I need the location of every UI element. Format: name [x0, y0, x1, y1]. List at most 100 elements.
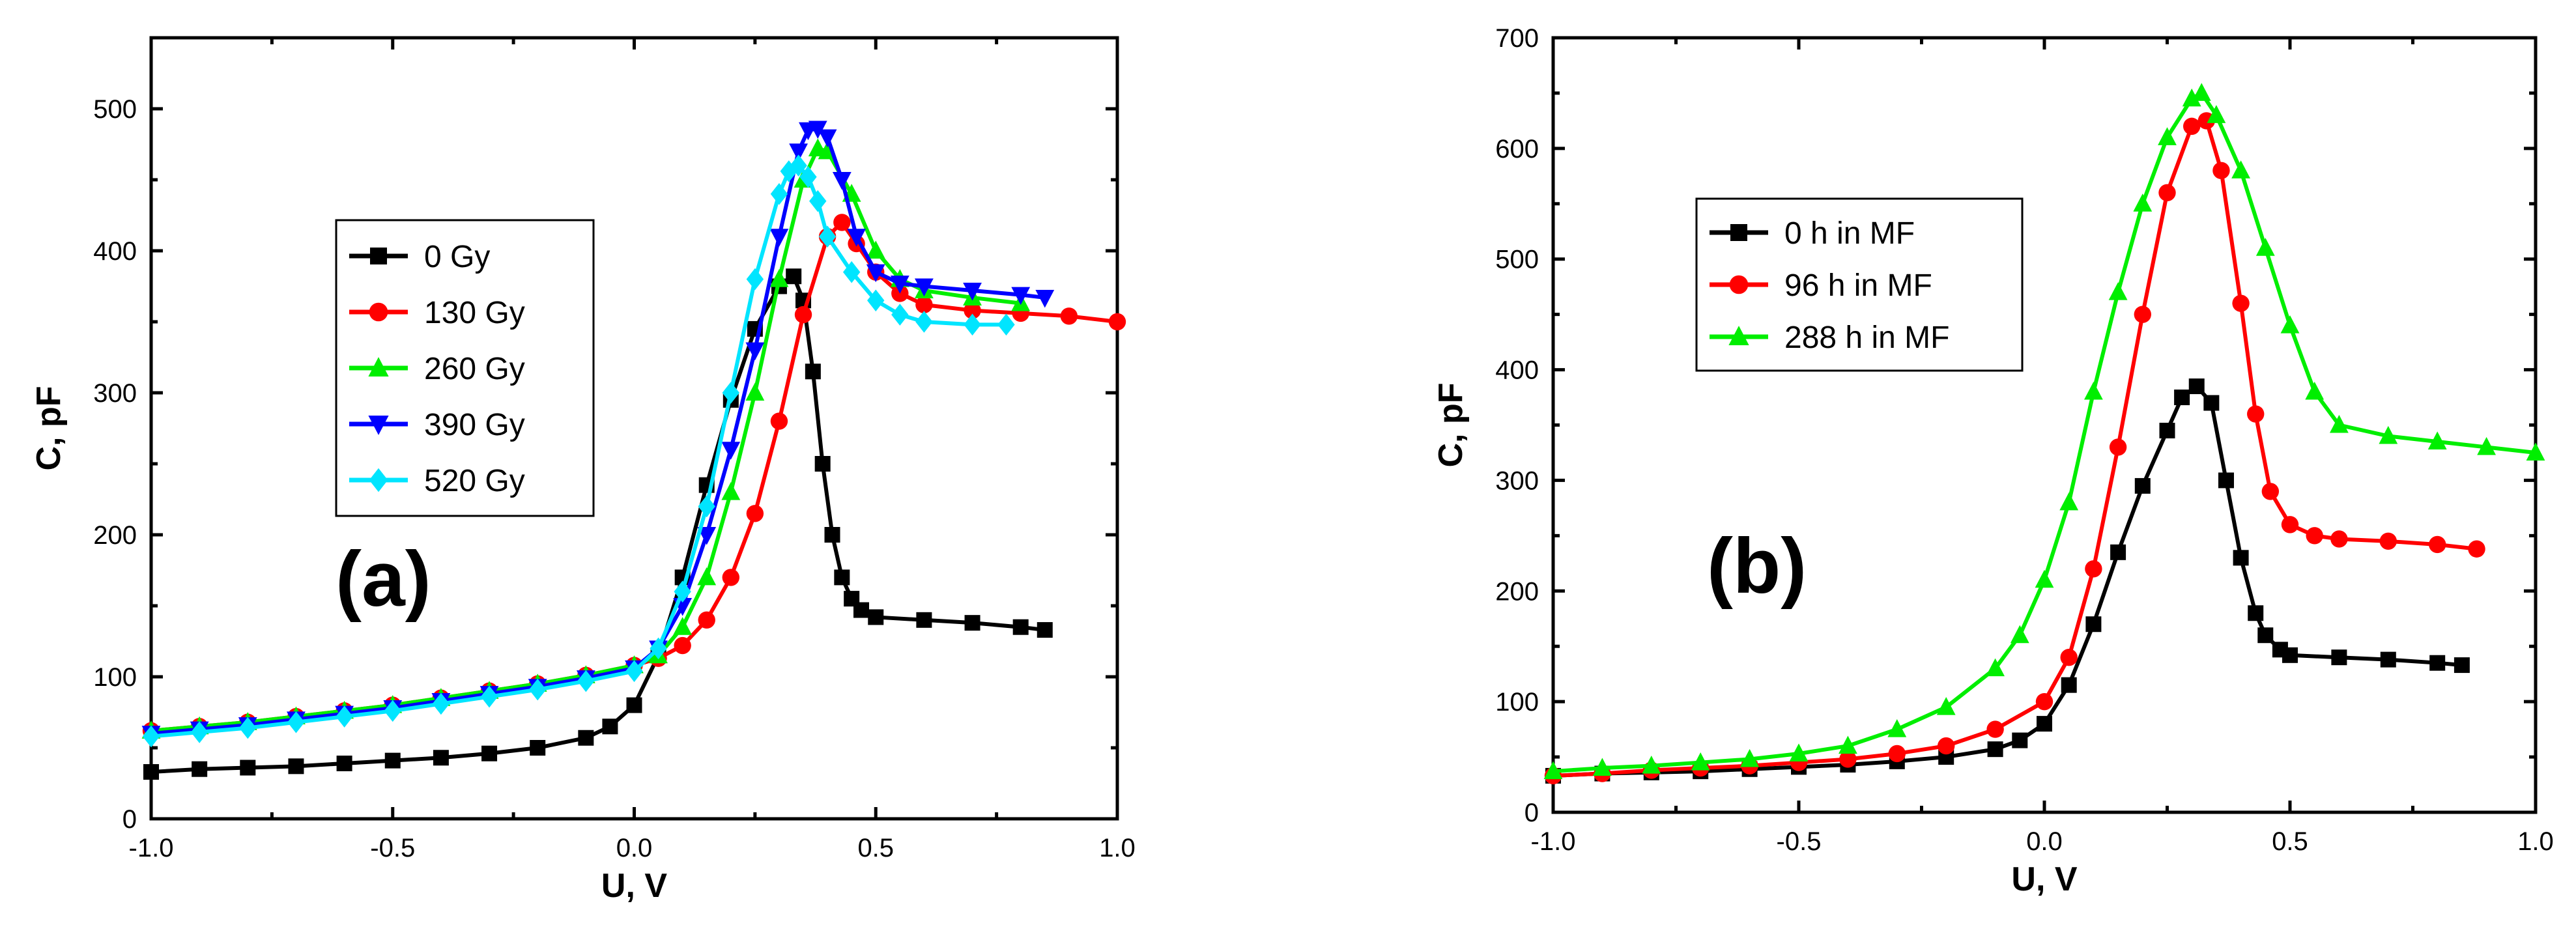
data-point — [577, 670, 595, 692]
y-axis-title: C, pF — [30, 386, 68, 471]
data-point — [2207, 105, 2226, 123]
data-point — [789, 143, 809, 162]
data-point — [2218, 472, 2234, 489]
x-tick-label: 0.5 — [2272, 827, 2308, 856]
data-point — [1012, 619, 1029, 635]
data-point — [529, 678, 547, 701]
y-tick-label: 400 — [93, 237, 137, 266]
y-tick-label: 300 — [93, 379, 137, 408]
y-tick-label: 100 — [1495, 688, 1539, 717]
data-point — [818, 129, 837, 148]
y-tick-label: 0 — [122, 805, 137, 834]
data-point — [2261, 483, 2280, 500]
y-tick-label: 0 — [1524, 799, 1539, 827]
legend-label: 130 Gy — [424, 296, 525, 330]
data-point — [2247, 405, 2265, 423]
data-point — [2380, 651, 2396, 668]
data-point — [814, 456, 831, 472]
data-point — [288, 758, 304, 775]
data-point — [824, 527, 840, 543]
series-0-gy — [143, 268, 1053, 780]
data-point — [2159, 422, 2175, 438]
data-point — [2454, 657, 2470, 674]
data-point — [769, 269, 789, 287]
data-point — [2084, 381, 2103, 400]
y-tick-label: 200 — [1495, 577, 1539, 606]
data-point — [745, 342, 765, 361]
y-tick-label: 500 — [1495, 246, 1539, 274]
data-point — [833, 214, 851, 231]
data-point — [799, 165, 817, 188]
data-point — [142, 725, 160, 748]
chart-panel-a: -1.0 -0.5 0.0 0.5 1.0 0 100 200 300 400 500 U, V C, … — [30, 36, 1136, 905]
data-point — [2248, 605, 2264, 621]
data-point — [866, 240, 885, 259]
legend-marker — [1729, 275, 1749, 294]
data-point — [2203, 395, 2220, 411]
data-point — [1035, 289, 1055, 308]
data-point — [794, 306, 812, 324]
data-point — [780, 160, 797, 182]
data-point — [1691, 752, 1710, 771]
data-point — [2109, 438, 2127, 456]
data-point — [2429, 535, 2446, 554]
data-point — [1740, 748, 1759, 767]
y-axis-title: C, pF — [1432, 383, 1470, 468]
data-point — [2158, 127, 2177, 145]
data-point — [890, 276, 909, 294]
data-point — [2477, 436, 2496, 455]
data-point — [2255, 238, 2275, 256]
data-point — [2182, 88, 2201, 107]
data-point — [2174, 390, 2190, 406]
data-point — [2306, 527, 2323, 545]
data-point — [2282, 647, 2298, 663]
data-point — [433, 750, 449, 766]
legend-label: 0 h in MF — [1784, 216, 1915, 251]
data-point — [602, 718, 618, 735]
legend: 0 Gy 130 Gy 260 Gy 390 Gy 520 Gy — [335, 219, 595, 517]
data-point — [868, 609, 884, 625]
x-tick-label: 0.0 — [616, 834, 653, 862]
data-point — [384, 700, 401, 722]
data-point — [697, 567, 717, 586]
data-point — [832, 172, 852, 190]
data-point — [997, 313, 1015, 336]
x-tick-label: 0.0 — [2026, 827, 2063, 856]
series-390-gy — [141, 121, 1055, 744]
data-point — [239, 717, 257, 739]
data-point — [915, 311, 933, 333]
data-point — [786, 268, 802, 285]
y-tick-label: 400 — [1495, 356, 1539, 385]
legend-label: 390 Gy — [424, 408, 525, 442]
data-point — [2059, 492, 2079, 511]
data-point — [2231, 160, 2250, 178]
data-point — [721, 442, 741, 460]
data-point — [578, 730, 594, 746]
data-point — [964, 302, 981, 319]
data-point — [770, 183, 788, 205]
series-line — [1553, 384, 2463, 778]
data-point — [2158, 184, 2176, 201]
y-tick-label: 500 — [93, 95, 137, 124]
data-point — [2330, 530, 2348, 548]
x-tick-label: -1.0 — [129, 834, 174, 862]
data-point — [963, 283, 982, 301]
data-point — [745, 382, 765, 401]
data-point — [2379, 425, 2398, 444]
series-line — [1553, 119, 2477, 778]
data-point — [673, 617, 693, 635]
y-tick-label: 600 — [1495, 135, 1539, 163]
data-point — [2212, 162, 2230, 180]
data-point — [674, 636, 691, 655]
data-point — [2468, 540, 2485, 558]
data-point — [1593, 758, 1612, 776]
data-point — [625, 660, 643, 683]
data-point — [866, 264, 885, 283]
data-point — [1938, 737, 1955, 755]
data-point — [1987, 741, 2003, 758]
data-point — [143, 764, 159, 780]
data-point — [1839, 750, 1857, 768]
legend-marker — [1728, 326, 1749, 345]
data-point — [336, 755, 352, 771]
